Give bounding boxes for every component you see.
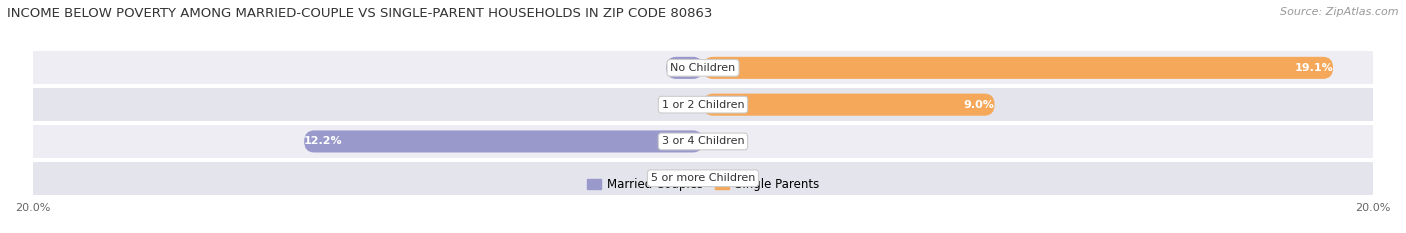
Text: 0.0%: 0.0% [658, 173, 686, 183]
Legend: Married Couples, Single Parents: Married Couples, Single Parents [582, 173, 824, 195]
Bar [32, 88, 1374, 121]
Bar [32, 51, 1374, 84]
Bar [32, 162, 1374, 195]
Bar [32, 125, 1374, 158]
Text: 3 or 4 Children: 3 or 4 Children [662, 137, 744, 147]
FancyBboxPatch shape [666, 57, 703, 79]
Text: 5 or more Children: 5 or more Children [651, 173, 755, 183]
Text: Source: ZipAtlas.com: Source: ZipAtlas.com [1281, 7, 1399, 17]
Text: 1.4%: 1.4% [666, 63, 697, 73]
Text: 12.2%: 12.2% [304, 137, 343, 147]
FancyBboxPatch shape [703, 94, 994, 116]
FancyBboxPatch shape [304, 130, 703, 152]
Text: INCOME BELOW POVERTY AMONG MARRIED-COUPLE VS SINGLE-PARENT HOUSEHOLDS IN ZIP COD: INCOME BELOW POVERTY AMONG MARRIED-COUPL… [7, 7, 713, 20]
Text: 19.1%: 19.1% [1295, 63, 1333, 73]
FancyBboxPatch shape [703, 57, 1333, 79]
Text: 0.0%: 0.0% [720, 173, 748, 183]
Text: 0.0%: 0.0% [658, 100, 686, 110]
Text: 9.0%: 9.0% [963, 100, 994, 110]
Text: 0.0%: 0.0% [720, 137, 748, 147]
Text: 1 or 2 Children: 1 or 2 Children [662, 100, 744, 110]
Text: No Children: No Children [671, 63, 735, 73]
